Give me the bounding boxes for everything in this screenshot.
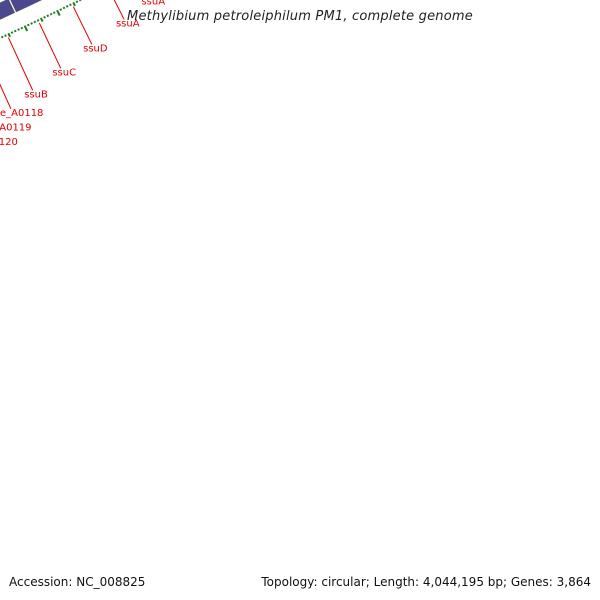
gene-label[interactable]: Mpe_A0119 (0, 122, 32, 133)
tick-mark (65, 5, 69, 8)
tick-mark (78, 0, 82, 2)
gene-label[interactable]: Mpe_A0120 (0, 137, 18, 148)
gene-leader-line (113, 0, 125, 20)
map-title: Methylibium petroleiphilum PM1, complete… (127, 9, 473, 24)
tick-mark (0, 35, 4, 39)
tick-mark (43, 15, 46, 19)
tick-mark (62, 6, 66, 10)
tick-mark (75, 0, 79, 3)
tick-mark (7, 32, 11, 38)
tick-mark (36, 19, 40, 22)
gene-label[interactable]: Mpe_A0118 (0, 108, 43, 119)
cog-block[interactable] (10, 0, 44, 13)
tick-mark (56, 9, 61, 17)
gene-label[interactable]: ssuC (52, 68, 76, 79)
gene-leader-line (7, 37, 34, 91)
gene-leader-line (38, 22, 62, 69)
gene-leader-line (72, 6, 93, 45)
gene-label[interactable]: ssuD (83, 44, 108, 55)
tick-mark (46, 14, 50, 18)
tick-mark (33, 20, 37, 24)
tick-mark (49, 12, 53, 16)
tick-mark (52, 11, 56, 14)
tick-mark (23, 25, 29, 32)
tick-mark (26, 23, 30, 27)
tick-mark (69, 3, 72, 7)
gene-label[interactable]: Mpe_A0121 (0, 153, 1, 164)
tick-mark (4, 34, 7, 37)
tick-mark (10, 31, 14, 34)
cog-track (0, 0, 44, 27)
gene-labels[interactable]: ssuA ssuA ssuD ssuC ssuB Mpe_A0118 Mpe_A0119 Mp… (0, 0, 165, 187)
tick-mark (59, 8, 63, 11)
accession: Accession: NC_008825 (9, 575, 146, 589)
tick-mark (20, 26, 24, 30)
tick-mark (13, 29, 17, 33)
tick-mark (17, 28, 20, 31)
cog-block[interactable] (0, 0, 16, 27)
tick-mark (72, 1, 76, 7)
tick-mark (39, 17, 44, 22)
tick-marks (0, 0, 92, 40)
gene-leader-line (0, 83, 12, 110)
genome-summary: Topology: circular; Length: 4,044,195 bp… (261, 575, 591, 589)
gene-label[interactable]: ssuA (116, 19, 140, 30)
tick-mark (30, 22, 33, 25)
gene-label[interactable]: ssuA (141, 0, 165, 8)
gene-label[interactable]: ssuB (24, 90, 48, 101)
